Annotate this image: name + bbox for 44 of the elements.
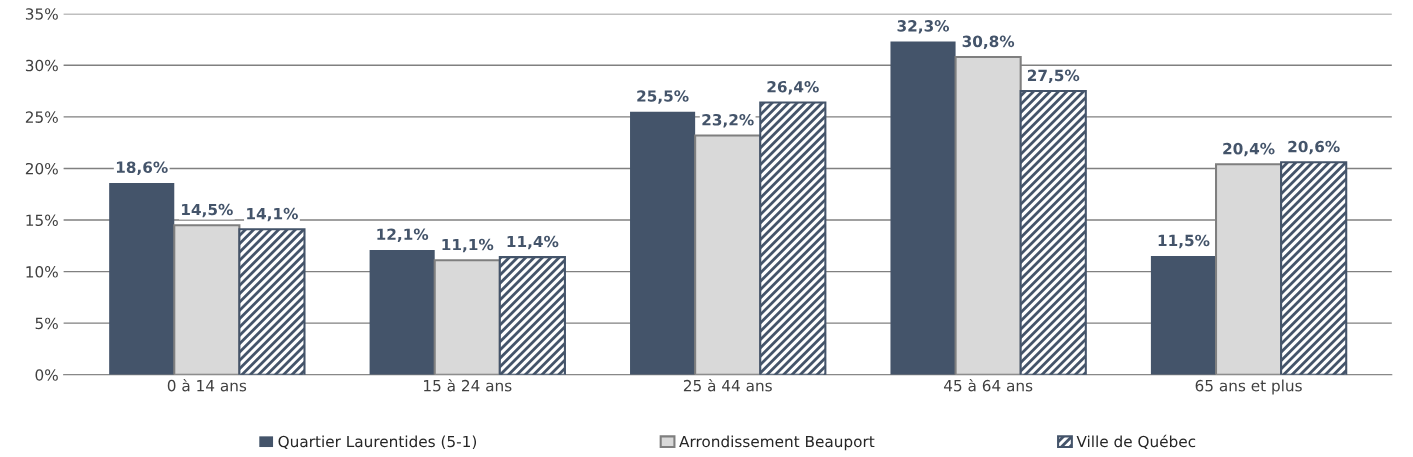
- bar: [1019, 90, 1087, 375]
- legend-label: Ville de Québec: [1076, 434, 1196, 449]
- bar: [498, 256, 566, 375]
- bar: [109, 182, 175, 375]
- data-label: 14,5%: [182, 203, 233, 218]
- bar: [890, 41, 956, 375]
- data-label: 25,5%: [637, 90, 689, 104]
- y-tick-label: 25%: [25, 111, 58, 123]
- data-label: 12,1%: [377, 228, 429, 242]
- y-tick-label: 35%: [25, 8, 58, 20]
- bar: [694, 134, 762, 375]
- data-label: 20,6%: [1288, 140, 1340, 155]
- data-label: 23,2%: [702, 113, 754, 128]
- y-tick-label: 20%: [25, 162, 58, 175]
- y-tick-label: 10%: [26, 266, 58, 278]
- x-tick-label: 65 ans et plus: [1195, 379, 1302, 395]
- bar: [369, 249, 435, 375]
- data-label: 11,1%: [442, 238, 494, 253]
- data-label: 32,3%: [897, 20, 950, 34]
- bar: [173, 224, 241, 375]
- data-label: 30,8%: [962, 35, 1015, 50]
- data-label: 11,5%: [1158, 234, 1210, 249]
- bar: [433, 259, 501, 375]
- data-label: 18,6%: [116, 161, 168, 175]
- data-label: 11,4%: [507, 235, 559, 250]
- y-tick-label: 15%: [26, 214, 58, 227]
- x-tick-label: 0 à 14 ans: [167, 378, 247, 392]
- data-label: 20,4%: [1223, 142, 1275, 157]
- x-tick-label: 15 à 24 ans: [424, 378, 512, 392]
- x-tick-label: 25 à 44 ans: [683, 378, 772, 392]
- legend-label: Arrondissement Beauport: [679, 435, 875, 451]
- data-label: 14,1%: [247, 207, 298, 222]
- bar: [630, 111, 696, 375]
- y-tick-label: 5%: [35, 317, 58, 330]
- bar: [1150, 256, 1217, 375]
- legend-label: Quartier Laurentides (5-1): [278, 435, 477, 450]
- y-tick-label: 0%: [35, 369, 58, 381]
- bar: [1280, 161, 1348, 375]
- bar: [759, 101, 827, 375]
- y-tick-label: 30%: [25, 59, 58, 72]
- data-label: 27,5%: [1027, 69, 1080, 84]
- x-tick-label: 45 à 64 ans: [943, 378, 1033, 392]
- data-label: 26,4%: [767, 80, 819, 95]
- bar: [238, 228, 306, 375]
